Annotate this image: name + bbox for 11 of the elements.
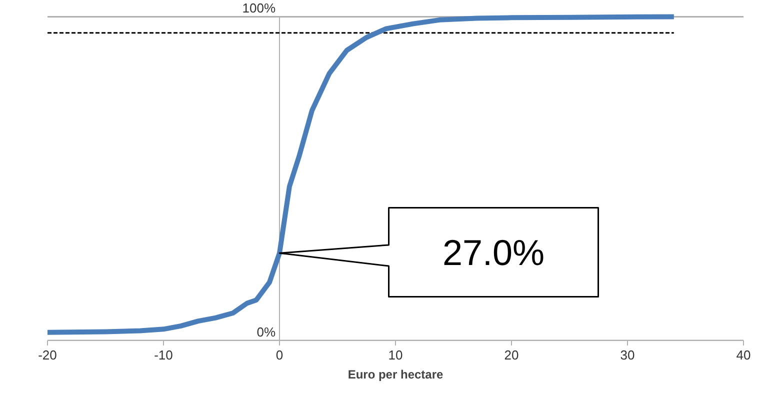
x-tick-label: 30 — [620, 348, 635, 362]
x-axis-title: Euro per hectare — [348, 368, 444, 382]
x-tick-label: -20 — [38, 348, 57, 362]
y-tick-label: 0% — [256, 324, 276, 340]
x-tick-label: 0 — [276, 348, 284, 362]
x-tick-label: -10 — [154, 348, 173, 362]
y-tick-label: 100% — [242, 0, 276, 16]
annotation: 27.0% — [442, 232, 545, 273]
x-tick-label: 40 — [736, 348, 751, 362]
x-tick-label: 20 — [504, 348, 519, 362]
x-tick-label: 10 — [388, 348, 403, 362]
